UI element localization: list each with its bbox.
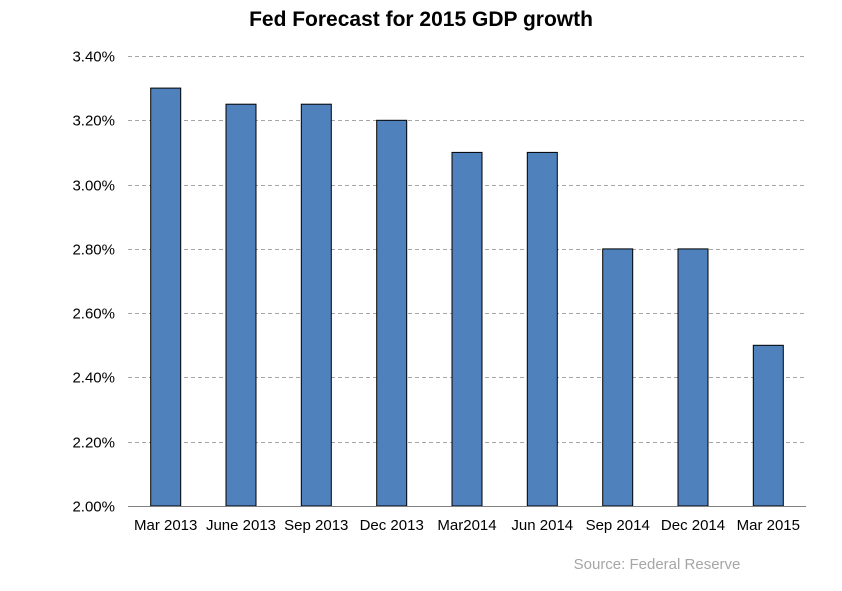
y-tick-label: 2.20% xyxy=(72,435,115,452)
bar xyxy=(451,151,483,507)
x-tick-label: Dec 2014 xyxy=(661,517,725,534)
x-tick-label: Dec 2013 xyxy=(360,517,424,534)
bar xyxy=(300,103,332,507)
y-tick-label: 3.20% xyxy=(72,113,115,130)
y-tick-label: 2.40% xyxy=(72,370,115,387)
bar xyxy=(752,344,784,507)
chart-title: Fed Forecast for 2015 GDP growth xyxy=(249,8,593,31)
x-axis-ticks: Mar 2013 June 2013 Sep 2013 Dec 2013 Mar2014… xyxy=(134,517,800,534)
x-tick-label: June 2013 xyxy=(206,517,276,534)
bar xyxy=(225,103,257,507)
y-tick-label: 2.60% xyxy=(72,306,115,323)
x-tick-label: Mar 2015 xyxy=(737,517,800,534)
bar xyxy=(376,119,408,507)
y-axis-ticks: 2.00% 2.20% 2.40% 2.60% 2.80% 3.00% 3.20% 3.40% xyxy=(72,49,115,516)
x-tick-label: Mar 2013 xyxy=(134,517,197,534)
x-tick-label: Sep 2013 xyxy=(284,517,348,534)
bar xyxy=(150,87,182,507)
y-tick-label: 2.80% xyxy=(72,242,115,259)
x-tick-label: Jun 2014 xyxy=(511,517,573,534)
bar xyxy=(602,248,634,507)
bar xyxy=(677,248,709,507)
y-tick-label: 2.00% xyxy=(72,499,115,516)
bars xyxy=(150,87,784,507)
y-tick-label: 3.00% xyxy=(72,178,115,195)
source-annotation: Source: Federal Reserve xyxy=(574,556,741,573)
x-tick-label: Mar2014 xyxy=(437,517,496,534)
x-tick-label: Sep 2014 xyxy=(586,517,650,534)
bar xyxy=(526,151,558,507)
y-tick-label: 3.40% xyxy=(72,49,115,66)
